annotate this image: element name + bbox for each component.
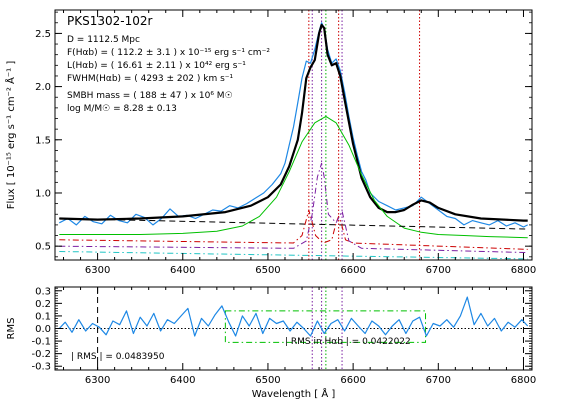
bottom-hab-box [224, 310, 427, 343]
top-annotation-line: L(Hαb) = ( 16.61 ± 2.11 ) x 10⁴² erg s⁻¹ [67, 61, 246, 71]
top-series-line-0 [59, 22, 528, 228]
top-annotation-line: log M/M☉ = 8.28 ± 0.13 [67, 104, 177, 114]
top-series-line-1 [59, 23, 528, 222]
top-y-tick-label: 2.5 [35, 29, 51, 40]
bottom-x-tick-label: 6300 [85, 375, 110, 386]
top-series-line-2 [59, 115, 528, 239]
top-x-tick-label: 6500 [255, 265, 280, 276]
bottom-y-axis-label: RMS [6, 318, 17, 340]
bottom-x-tick-label: 6500 [255, 375, 280, 386]
top-annotation-line: F(Hαb) = ( 112.2 ± 3.1 ) x 10⁻¹⁵ erg s⁻¹… [67, 48, 270, 58]
top-series-line-6 [59, 251, 528, 260]
top-plot-area [59, 10, 528, 260]
bottom-y-tick-label: 0.2 [35, 299, 51, 310]
bottom-annotation-line: | RMS in Hαb | = 0.0422022 [285, 337, 411, 347]
bottom-plot-area [55, 287, 532, 370]
bottom-y-tick-label: 0.1 [35, 311, 51, 322]
top-x-tick-label: 6700 [426, 265, 451, 276]
bottom-series-line-0 [58, 296, 529, 337]
bottom-y-tick-label: 0.3 [35, 286, 51, 297]
bottom-y-tick-label: -0.1 [31, 337, 51, 348]
top-frame [54, 9, 533, 261]
top-panel: 6300 6400 6500 6600 6700 6800 0.5 1.0 1.5 2.0 2.5 F… [4, 9, 536, 276]
bottom-x-tick-label: 6600 [340, 375, 365, 386]
bottom-panel: 6300 6400 6500 6600 6700 6800 -0.3 -0.2-0.1 0.0 0… [6, 286, 536, 400]
top-annotation-line: FWHM(Hαb) = ( 4293 ± 202 ) km s⁻¹ [67, 74, 234, 84]
bottom-y-tick-label: -0.3 [31, 362, 51, 373]
top-y-tick-label: 1.0 [35, 188, 51, 199]
top-y-axis-label: Flux [ 10⁻¹⁵ erg s⁻¹ cm⁻² Å⁻¹ ] [4, 61, 17, 210]
bottom-x-tick-label: 6700 [426, 375, 451, 386]
top-y-tick-label: 0.5 [35, 242, 51, 253]
bottom-y-tick-label: 0.0 [35, 324, 51, 335]
top-y-tick-label: 2.0 [35, 82, 51, 93]
chart-title: PKS1302-102r [67, 14, 152, 28]
bottom-x-tick-label: 6800 [511, 375, 536, 386]
top-x-tick-label: 6400 [170, 265, 195, 276]
top-x-tick-label: 6800 [511, 265, 536, 276]
top-series-line-4 [59, 209, 528, 250]
top-x-tick-label: 6300 [85, 265, 110, 276]
top-annotation-line: SMBH mass = ( 188 ± 47 ) x 10⁶ M☉ [67, 91, 233, 101]
bottom-annotation-line: | RMS | = 0.0483950 [71, 352, 165, 362]
bottom-x-tick-label: 6400 [170, 375, 195, 386]
bottom-x-axis-label: Wavelength [ Å ] [252, 387, 336, 400]
top-annotation-line: D = 1112.5 Mpc [67, 35, 140, 45]
top-x-tick-label: 6600 [340, 265, 365, 276]
top-series-line-3 [59, 218, 528, 230]
top-series-line-5 [59, 162, 528, 254]
top-y-tick-label: 1.5 [35, 135, 51, 146]
bottom-y-tick-label: -0.2 [31, 349, 51, 360]
